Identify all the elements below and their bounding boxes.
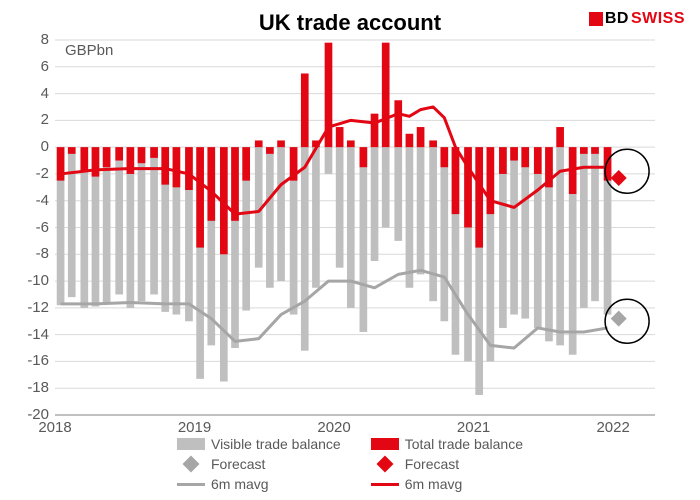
- y-tick-label: -14: [27, 326, 49, 343]
- legend-marker: [371, 438, 399, 450]
- visible-trade-bars: [57, 147, 612, 395]
- legend: Visible trade balance Total trade balance…: [177, 436, 523, 492]
- x-tick-label: 2018: [38, 419, 71, 436]
- x-tick-label: 2021: [457, 419, 490, 436]
- legend-item: Forecast: [177, 456, 341, 472]
- y-tick-label: -10: [27, 272, 49, 289]
- legend-item: Forecast: [371, 456, 523, 472]
- x-tick-label: 2020: [317, 419, 350, 436]
- legend-marker: [177, 483, 205, 486]
- legend-label: 6m mavg: [211, 476, 269, 492]
- legend-label: Forecast: [405, 456, 459, 472]
- x-tick-label: 2022: [596, 419, 629, 436]
- legend-label: Forecast: [211, 456, 265, 472]
- y-tick-label: -4: [36, 192, 49, 209]
- y-tick-label: -6: [36, 219, 49, 236]
- y-tick-label: 8: [41, 31, 49, 48]
- y-tick-label: -8: [36, 245, 49, 262]
- legend-item: 6m mavg: [371, 476, 523, 492]
- legend-label: Total trade balance: [405, 436, 523, 452]
- y-tick-label: -2: [36, 165, 49, 182]
- y-tick-label: -12: [27, 299, 49, 316]
- legend-marker: [182, 456, 199, 473]
- y-tick-label: 4: [41, 85, 49, 102]
- y-tick-label: -16: [27, 352, 49, 369]
- legend-item: 6m mavg: [177, 476, 341, 492]
- legend-label: Visible trade balance: [211, 436, 341, 452]
- legend-label: 6m mavg: [405, 476, 463, 492]
- y-tick-label: 2: [41, 111, 49, 128]
- legend-item: Total trade balance: [371, 436, 523, 452]
- legend-item: Visible trade balance: [177, 436, 341, 452]
- y-tick-label: 0: [41, 138, 49, 155]
- legend-marker: [371, 483, 399, 486]
- y-tick-label: 6: [41, 58, 49, 75]
- legend-marker: [376, 456, 393, 473]
- chart-container: UK trade account BDSWISS GBPbn -20-18-16…: [0, 0, 700, 500]
- y-tick-label: -18: [27, 379, 49, 396]
- legend-marker: [177, 438, 205, 450]
- x-tick-label: 2019: [178, 419, 211, 436]
